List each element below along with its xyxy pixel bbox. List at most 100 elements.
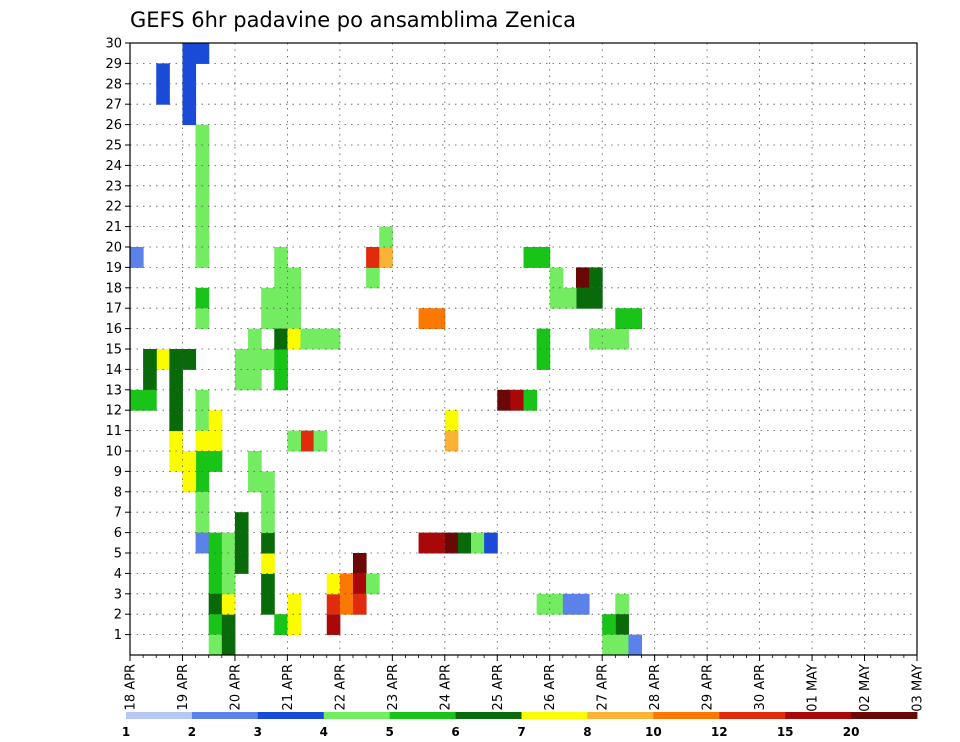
heatmap-cell — [326, 328, 341, 350]
heatmap-cell — [182, 451, 197, 472]
heatmap-cell — [221, 593, 236, 615]
heatmap-cell — [536, 593, 551, 615]
heatmap-cell — [195, 185, 210, 207]
heatmap-cell — [208, 451, 223, 472]
heatmap-cell — [182, 43, 197, 64]
heatmap-cell — [444, 532, 459, 554]
colorbar-swatch — [126, 712, 193, 719]
colorbar-label: 12 — [711, 725, 728, 739]
colorbar-label: 5 — [385, 725, 393, 739]
colorbar: 1 2 3 4 5 6 7 8 10 12 15 20 — [122, 712, 918, 739]
heatmap-cell — [549, 593, 564, 615]
heatmap-cell — [615, 593, 629, 615]
heatmap-cell — [339, 573, 354, 595]
heatmap-cell — [287, 287, 302, 309]
heatmap-cell — [182, 471, 197, 493]
colorbar-label: 8 — [583, 725, 591, 739]
heatmap-cell — [589, 328, 603, 350]
heatmap-cell — [471, 532, 485, 554]
y-tick-label: 1 — [114, 628, 122, 643]
heatmap-cell — [326, 614, 341, 636]
heatmap-cell — [169, 410, 183, 432]
y-tick-label: 21 — [105, 220, 122, 235]
heatmap-cell — [195, 308, 210, 330]
heatmap-cell — [169, 430, 183, 452]
heatmap-cell — [208, 593, 223, 615]
heatmap-cell — [195, 43, 210, 64]
heatmap-cell — [248, 369, 262, 391]
heatmap-cell — [562, 593, 577, 615]
heatmap-cell — [248, 451, 262, 472]
heatmap-cell — [536, 349, 551, 370]
heatmap-cell — [418, 532, 433, 554]
colorbar-swatch — [851, 712, 918, 719]
heatmap-cell — [221, 634, 236, 656]
heatmap-cell — [274, 369, 288, 391]
heatmap-cell — [248, 471, 262, 493]
heatmap-cell — [221, 614, 236, 636]
heatmap-cell — [248, 349, 262, 370]
heatmap-cell — [287, 308, 302, 330]
colorbar-label: 10 — [645, 725, 662, 739]
y-tick-label: 11 — [105, 424, 122, 439]
colorbar-swatch — [521, 712, 588, 719]
heatmap-cell — [156, 63, 170, 85]
x-tick-label: 26 APR — [543, 664, 558, 710]
heatmap-cells — [130, 43, 643, 656]
heatmap-cell — [366, 573, 380, 595]
heatmap-cell — [575, 593, 590, 615]
y-tick-label: 3 — [114, 587, 122, 602]
heatmap-cell — [234, 369, 249, 391]
heatmap-cell — [313, 430, 328, 452]
y-tick-label: 17 — [105, 302, 122, 317]
heatmap-cell — [575, 267, 590, 289]
y-tick-label: 23 — [105, 179, 122, 194]
heatmap-cell — [261, 553, 275, 574]
heatmap-cell — [143, 389, 157, 411]
colorbar-swatch — [455, 712, 522, 719]
heatmap-cell — [497, 389, 511, 411]
plot-frame — [129, 42, 918, 656]
y-tick-label: 18 — [105, 281, 122, 296]
heatmap-cell — [156, 83, 170, 105]
heatmap-cell — [444, 430, 459, 452]
heatmap-cell — [300, 328, 315, 350]
heatmap-cell — [208, 410, 223, 432]
colorbar-label: 6 — [451, 725, 459, 739]
heatmap-cell — [536, 328, 551, 350]
heatmap-cell — [615, 614, 629, 636]
y-tick-label: 24 — [105, 159, 122, 174]
heatmap-cell — [221, 532, 236, 554]
heatmap-cell — [431, 532, 446, 554]
heatmap-cell — [182, 349, 197, 370]
heatmap-cell — [261, 471, 275, 493]
heatmap-cell — [366, 247, 380, 268]
heatmap-cell — [366, 267, 380, 289]
heatmap-cell — [208, 532, 223, 554]
heatmap-cell — [352, 573, 367, 595]
colorbar-label: 15 — [777, 725, 794, 739]
y-tick-label: 20 — [105, 241, 122, 256]
heatmap-cell — [536, 247, 551, 268]
heatmap-cell — [195, 471, 210, 493]
heatmap-cell — [169, 389, 183, 411]
heatmap-cell — [208, 573, 223, 595]
heatmap-cell — [313, 328, 328, 350]
y-tick-label: 26 — [105, 118, 122, 133]
y-tick-label: 16 — [105, 322, 122, 337]
heatmap-cell — [274, 349, 288, 370]
heatmap-cell — [208, 430, 223, 452]
heatmap-cell — [261, 593, 275, 615]
y-tick-label: 30 — [105, 37, 122, 52]
colorbar-swatch — [323, 712, 391, 719]
heatmap-cell — [287, 267, 302, 289]
y-tick-label: 9 — [114, 465, 122, 480]
heatmap-cell — [261, 573, 275, 595]
colorbar-swatch — [653, 712, 720, 719]
heatmap-cell — [195, 410, 210, 432]
heatmap-cell — [326, 573, 341, 595]
heatmap-cell — [274, 614, 288, 636]
heatmap-cell — [274, 328, 288, 350]
colorbar-swatch — [389, 712, 456, 719]
heatmap-cell — [615, 308, 629, 330]
